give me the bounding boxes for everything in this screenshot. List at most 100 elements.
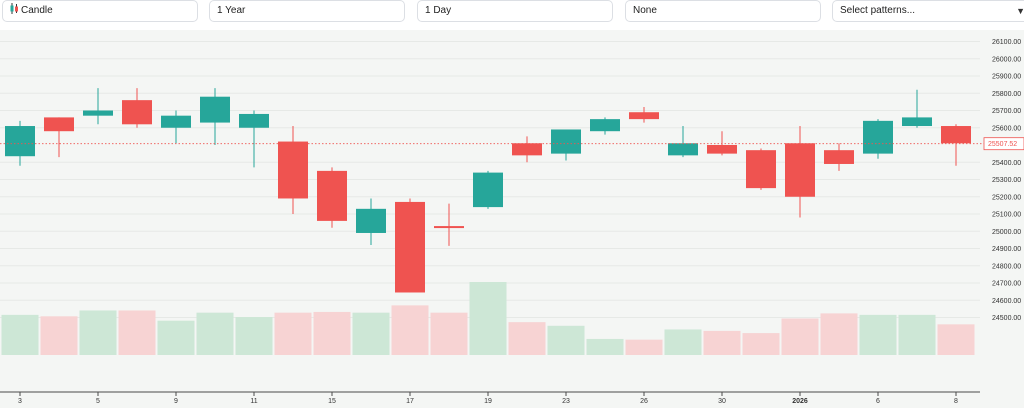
range-label: 1 Year xyxy=(217,5,246,16)
candle xyxy=(473,170,503,209)
last-price-marker: 25507.52 xyxy=(0,137,1024,151)
volume-bar xyxy=(196,312,234,355)
patterns-label: Select patterns... xyxy=(840,5,916,16)
candle xyxy=(629,107,659,123)
candle-body xyxy=(941,126,971,144)
candles xyxy=(5,88,971,293)
x-tick-label: 17 xyxy=(406,398,414,405)
patterns-select[interactable]: Select patterns... ▼ xyxy=(832,0,1024,22)
x-tick-label: 5 xyxy=(96,398,100,405)
chart-type-select[interactable]: Candle xyxy=(2,0,198,22)
candle-body xyxy=(629,112,659,120)
x-tick-label: 3 xyxy=(18,398,22,405)
candle-body xyxy=(83,110,113,116)
candle xyxy=(590,117,620,135)
candle-body xyxy=(785,143,815,197)
candle-icon xyxy=(10,3,18,14)
range-select[interactable]: 1 Year xyxy=(209,0,405,22)
candle-body xyxy=(161,115,191,128)
volume-bar xyxy=(898,314,936,355)
y-tick-label: 25900.00 xyxy=(992,74,1021,81)
candle xyxy=(278,126,308,214)
y-tick-label: 25100.00 xyxy=(992,212,1021,219)
candle xyxy=(317,167,347,228)
chart-area[interactable]: 3 5 9 11 15 17 19 23 26 30 2026 6 8 26100.00 26000.00… xyxy=(0,30,1024,408)
chevron-down-icon: ▼ xyxy=(1016,1,1024,21)
candle-body xyxy=(863,120,893,154)
candle-body xyxy=(590,119,620,132)
candle-body xyxy=(395,201,425,293)
interval-select[interactable]: 1 Day xyxy=(417,0,613,22)
volume-bar xyxy=(586,338,624,355)
candle-body xyxy=(200,96,230,123)
x-tick-label: 19 xyxy=(484,398,492,405)
x-tick-label: 23 xyxy=(562,398,570,405)
x-axis-labels: 3 5 9 11 15 17 19 23 26 30 2026 6 8 xyxy=(18,392,958,405)
candle xyxy=(824,143,854,171)
volume-bar xyxy=(313,311,351,355)
y-tick-label: 25800.00 xyxy=(992,91,1021,98)
candle-body xyxy=(824,150,854,164)
y-tick-label: 24500.00 xyxy=(992,315,1021,322)
volume-bar xyxy=(1,314,39,355)
candle xyxy=(551,129,581,161)
indicator-label: None xyxy=(633,5,657,16)
interval-label: 1 Day xyxy=(425,5,452,16)
volume-bar xyxy=(40,316,78,355)
y-tick-label: 25400.00 xyxy=(992,160,1021,167)
candle-body xyxy=(122,100,152,125)
y-tick-label: 24800.00 xyxy=(992,263,1021,270)
candle-body xyxy=(512,143,542,156)
volume-bars xyxy=(1,282,975,355)
volume-bar xyxy=(625,339,663,355)
y-tick-label: 24600.00 xyxy=(992,298,1021,305)
x-tick-label: 8 xyxy=(954,398,958,405)
candle-body xyxy=(44,117,74,132)
candle xyxy=(707,131,737,156)
volume-bar xyxy=(859,314,897,355)
candle xyxy=(863,119,893,159)
volume-bar xyxy=(274,312,312,355)
candle xyxy=(512,136,542,163)
y-tick-label: 25700.00 xyxy=(992,108,1021,115)
volume-bar xyxy=(937,324,975,355)
y-tick-label: 25200.00 xyxy=(992,194,1021,201)
candle xyxy=(941,124,971,166)
volume-bar xyxy=(781,318,819,355)
y-tick-label: 26000.00 xyxy=(992,56,1021,63)
volume-bar xyxy=(157,320,195,355)
last-price-label: 25507.52 xyxy=(988,141,1017,148)
volume-bar xyxy=(820,313,858,355)
candle xyxy=(122,88,152,128)
candle xyxy=(785,126,815,218)
candle xyxy=(239,110,269,168)
candle xyxy=(395,198,425,293)
candle xyxy=(746,148,776,190)
candle-body xyxy=(317,170,347,221)
volume-bar xyxy=(547,325,585,355)
candle xyxy=(5,120,35,166)
x-tick-label: 2026 xyxy=(792,398,808,405)
y-tick-label: 24900.00 xyxy=(992,246,1021,253)
x-tick-label: 9 xyxy=(174,398,178,405)
volume-bar xyxy=(118,310,156,355)
volume-bar xyxy=(469,282,507,355)
x-tick-label: 11 xyxy=(250,398,257,405)
candle-body xyxy=(5,126,35,157)
candle-body xyxy=(356,208,386,233)
indicator-select[interactable]: None xyxy=(625,0,821,22)
candle xyxy=(83,88,113,125)
candle-body xyxy=(278,141,308,199)
candle xyxy=(668,126,698,158)
y-axis-labels: 26100.00 26000.00 25900.00 25800.00 25700.00… xyxy=(992,39,1021,322)
volume-bar xyxy=(508,322,546,355)
y-tick-label: 25600.00 xyxy=(992,125,1021,132)
volume-bar xyxy=(391,305,429,355)
x-tick-label: 26 xyxy=(640,398,648,405)
volume-bar xyxy=(664,329,702,355)
candle-body xyxy=(551,129,581,154)
x-tick-label: 15 xyxy=(328,398,336,405)
y-tick-label: 26100.00 xyxy=(992,39,1021,46)
volume-bar xyxy=(742,333,780,355)
volume-bar xyxy=(79,310,117,355)
